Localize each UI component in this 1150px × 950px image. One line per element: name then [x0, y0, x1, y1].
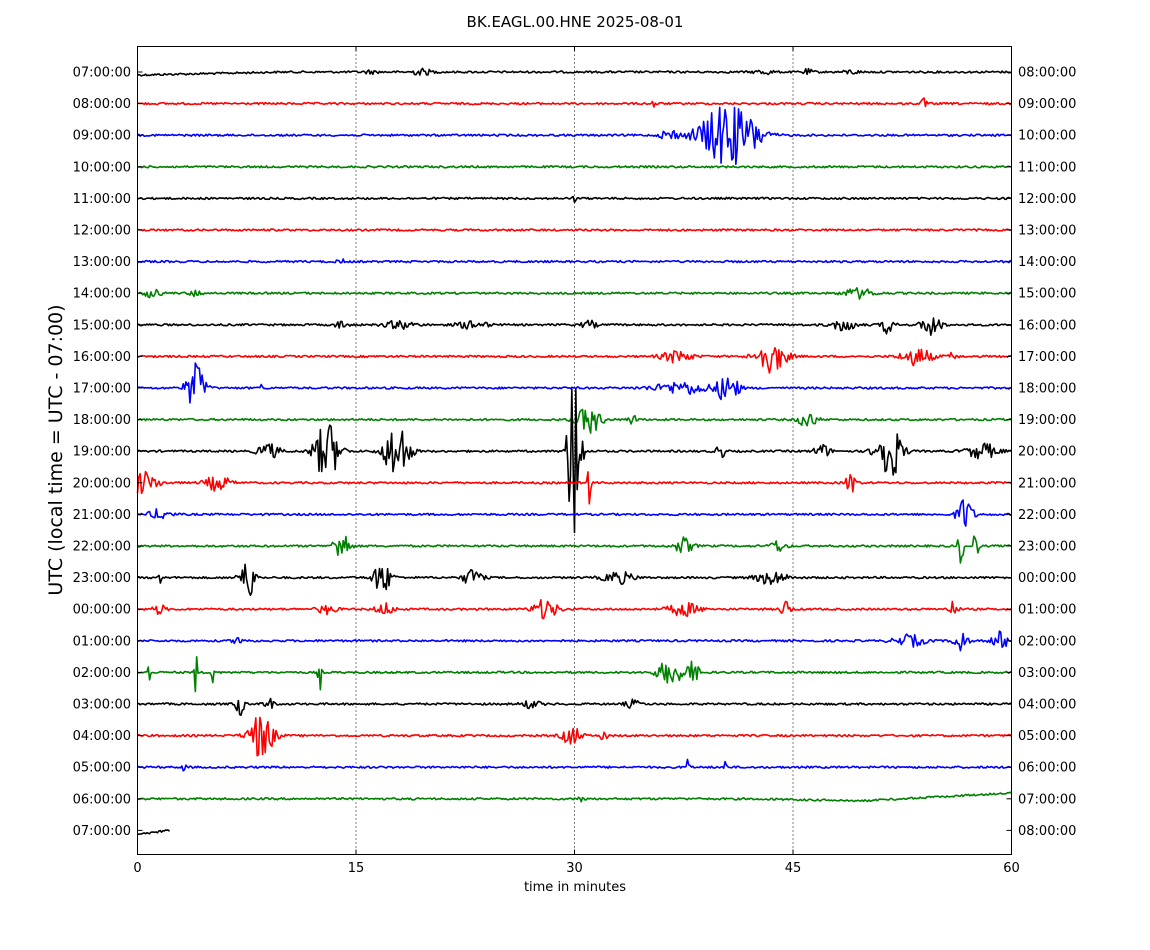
right-hour-label: 02:00:00 — [1018, 634, 1076, 649]
right-hour-label: 16:00:00 — [1018, 318, 1076, 333]
left-hour-label: 14:00:00 — [73, 287, 131, 302]
trace-line — [137, 563, 1012, 596]
trace-line — [137, 97, 1012, 108]
right-hour-label: 12:00:00 — [1018, 192, 1076, 207]
right-hour-label: 20:00:00 — [1018, 445, 1076, 460]
right-hour-label: 23:00:00 — [1018, 540, 1076, 555]
left-hour-label: 05:00:00 — [73, 761, 131, 776]
right-hour-label: 01:00:00 — [1018, 603, 1076, 618]
trace-line — [137, 829, 171, 836]
right-hour-label: 13:00:00 — [1018, 224, 1076, 239]
right-hour-label: 00:00:00 — [1018, 571, 1076, 586]
left-hour-label: 19:00:00 — [73, 445, 131, 460]
right-hour-label: 14:00:00 — [1018, 255, 1076, 270]
trace-line — [136, 598, 1013, 620]
right-hour-label: 08:00:00 — [1018, 824, 1076, 839]
left-hour-label: 18:00:00 — [73, 413, 131, 428]
trace-line — [137, 655, 1012, 693]
right-hour-label: 21:00:00 — [1018, 476, 1076, 491]
right-hour-label: 18:00:00 — [1018, 382, 1076, 397]
left-hour-label: 07:00:00 — [73, 824, 131, 839]
trace-line — [137, 630, 1012, 652]
left-hour-label: 02:00:00 — [73, 666, 131, 681]
left-hour-label: 03:00:00 — [73, 698, 131, 713]
left-hour-label: 09:00:00 — [73, 129, 131, 144]
left-hour-label: 08:00:00 — [73, 97, 131, 112]
left-hour-label: 12:00:00 — [73, 224, 131, 239]
trace-line — [137, 287, 1012, 300]
x-tick-label: 45 — [785, 861, 802, 876]
right-hour-label: 04:00:00 — [1018, 698, 1076, 713]
left-hour-label: 23:00:00 — [73, 571, 131, 586]
left-hour-label: 00:00:00 — [73, 603, 131, 618]
right-hour-label: 09:00:00 — [1018, 97, 1076, 112]
trace-line — [137, 716, 1013, 757]
right-hour-label: 17:00:00 — [1018, 350, 1076, 365]
right-hour-label: 19:00:00 — [1018, 413, 1076, 428]
left-hour-label: 06:00:00 — [73, 792, 131, 807]
left-hour-label: 22:00:00 — [73, 540, 131, 555]
trace-line — [137, 317, 1012, 336]
left-hour-label: 11:00:00 — [73, 192, 131, 207]
right-hour-labels: 08:00:00 09:00:00 10:00:00 11:00:00 12:00:00… — [1006, 66, 1076, 839]
trace-line — [137, 195, 1012, 204]
right-hour-label: 05:00:00 — [1018, 729, 1076, 744]
right-hour-label: 08:00:00 — [1018, 66, 1076, 81]
left-hour-label: 17:00:00 — [73, 382, 131, 397]
trace-line — [136, 535, 1012, 564]
trace-line — [137, 165, 1012, 169]
left-hour-label: 15:00:00 — [73, 318, 131, 333]
right-hour-label: 07:00:00 — [1018, 792, 1076, 807]
trace-line — [137, 67, 1012, 77]
right-hour-label: 06:00:00 — [1018, 761, 1076, 776]
trace-line — [136, 106, 1012, 166]
trace-line — [137, 228, 1012, 232]
trace-line — [137, 697, 1013, 716]
x-tick-label: 30 — [566, 861, 583, 876]
y-axis-label: UTC (local time = UTC - 07:00) — [45, 304, 67, 595]
traces — [136, 67, 1013, 836]
trace-line — [136, 470, 1012, 505]
trace-line — [137, 499, 1012, 527]
trace-line — [136, 388, 1012, 534]
left-hour-label: 07:00:00 — [73, 66, 131, 81]
left-hour-labels: 07:00:00 08:00:00 09:00:00 10:00:00 11:00:00… — [73, 66, 143, 839]
x-axis: 0 15 30 45 60 — [133, 46, 1020, 876]
left-hour-label: 16:00:00 — [73, 350, 131, 365]
right-hour-label: 11:00:00 — [1018, 160, 1076, 175]
right-hour-label: 22:00:00 — [1018, 508, 1076, 523]
chart-title: BK.EAGL.00.HNE 2025-08-01 — [467, 13, 684, 31]
x-tick-label: 0 — [133, 861, 141, 876]
left-hour-label: 01:00:00 — [73, 634, 131, 649]
left-hour-label: 04:00:00 — [73, 729, 131, 744]
right-hour-label: 03:00:00 — [1018, 666, 1076, 681]
right-hour-label: 15:00:00 — [1018, 287, 1076, 302]
left-hour-label: 10:00:00 — [73, 160, 131, 175]
x-tick-label: 15 — [348, 861, 365, 876]
x-axis-label: time in minutes — [524, 880, 626, 895]
left-hour-label: 21:00:00 — [73, 508, 131, 523]
trace-line — [137, 347, 1012, 374]
trace-line — [137, 408, 1013, 434]
left-hour-label: 13:00:00 — [73, 255, 131, 270]
trace-line — [137, 758, 1012, 772]
right-hour-label: 10:00:00 — [1018, 129, 1076, 144]
trace-line — [137, 258, 1013, 264]
trace-line — [137, 362, 1012, 404]
x-tick-label: 60 — [1003, 861, 1020, 876]
trace-line — [137, 791, 1013, 803]
left-hour-label: 20:00:00 — [73, 476, 131, 491]
